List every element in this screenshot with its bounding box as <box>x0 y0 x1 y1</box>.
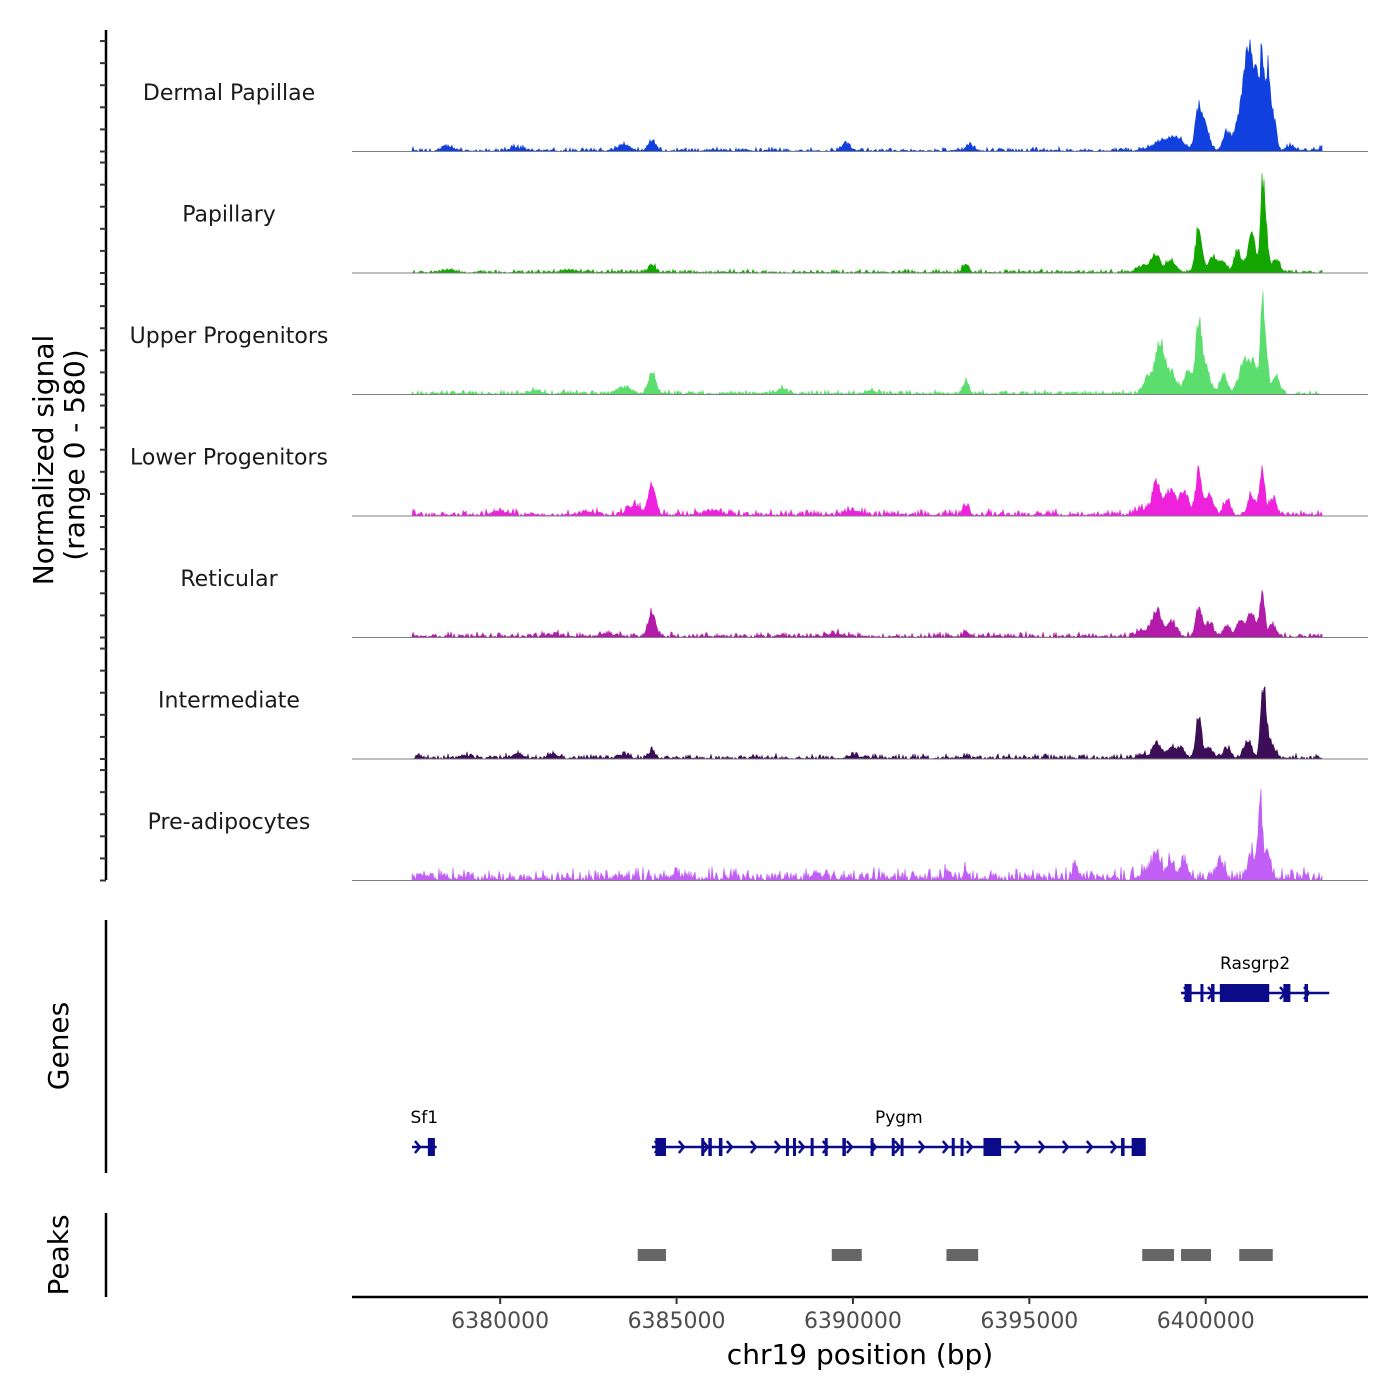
exon-block <box>900 1138 904 1156</box>
strand-arrow <box>797 1140 806 1154</box>
signal-area <box>411 788 1323 882</box>
signal-area <box>411 173 1323 274</box>
x-axis-title: chr19 position (bp) <box>727 1338 993 1371</box>
exon-block <box>1219 984 1270 1002</box>
strand-arrow <box>1061 1140 1070 1154</box>
signal-area <box>411 291 1323 396</box>
gene-label: Rasgrp2 <box>1220 954 1290 974</box>
exon-block <box>960 1138 964 1156</box>
signal-area <box>411 465 1323 518</box>
exon-block <box>1121 1138 1125 1156</box>
strand-arrow <box>1109 1140 1118 1154</box>
track-label: Pre-adipocytes <box>148 810 311 835</box>
exon-block <box>708 1138 712 1156</box>
strand-arrow <box>845 1140 854 1154</box>
y-axis-title: Normalized signal <box>27 335 60 586</box>
peak-region <box>1142 1249 1174 1261</box>
strand-arrow <box>965 1140 974 1154</box>
x-tick-label: 6385000 <box>628 1309 726 1334</box>
peaks-axis-title: Peaks <box>42 1214 75 1295</box>
strand-arrow <box>773 1140 782 1154</box>
peak-region <box>637 1249 666 1261</box>
exon-block <box>870 1138 874 1156</box>
strand-arrow <box>821 1140 830 1154</box>
strand-arrow <box>725 1140 734 1154</box>
track-label: Intermediate <box>158 689 300 714</box>
y-axis-range-label: (range 0 - 580) <box>58 349 91 560</box>
x-tick-label: 6390000 <box>804 1309 902 1334</box>
peak-region <box>831 1249 862 1261</box>
gene-label: Pygm <box>875 1108 923 1128</box>
exon-block <box>655 1138 666 1156</box>
exon-block <box>785 1138 789 1156</box>
exon-block <box>792 1138 796 1156</box>
strand-arrow <box>414 1140 422 1154</box>
genes-axis-title: Genes <box>42 1002 75 1090</box>
strand-arrow <box>1085 1140 1094 1154</box>
signal-area <box>411 39 1323 153</box>
track-label: Lower Progenitors <box>130 446 328 471</box>
track-label: Reticular <box>180 567 278 592</box>
exon-block <box>1131 1138 1146 1156</box>
strand-arrow <box>893 1140 902 1154</box>
exon-block <box>1304 984 1309 1002</box>
track-label: Dermal Papillae <box>143 81 315 106</box>
x-tick-label: 6395000 <box>980 1309 1078 1334</box>
exon-block <box>824 1138 828 1156</box>
peak-region <box>1181 1249 1212 1261</box>
exon-block <box>983 1138 1002 1156</box>
peak-region <box>1239 1249 1273 1261</box>
exon-block <box>842 1138 846 1156</box>
signal-area <box>411 685 1323 761</box>
x-tick-label: 6380000 <box>451 1309 549 1334</box>
track-label: Upper Progenitors <box>130 324 329 349</box>
exon-block <box>1200 984 1204 1002</box>
signal-area <box>411 590 1323 639</box>
track-label: Papillary <box>182 203 276 228</box>
strand-arrow <box>1013 1140 1022 1154</box>
peak-region <box>946 1249 979 1261</box>
exon-block <box>951 1138 955 1156</box>
strand-arrow <box>701 1140 710 1154</box>
strand-arrow <box>1037 1140 1046 1154</box>
exon-block <box>810 1138 814 1156</box>
strand-arrow <box>749 1140 758 1154</box>
strand-arrow <box>917 1140 926 1154</box>
strand-arrow <box>941 1140 950 1154</box>
exon-block <box>1184 984 1192 1002</box>
exon-block <box>891 1138 895 1156</box>
exon-block <box>1283 984 1291 1002</box>
exon-block <box>701 1138 705 1156</box>
exon-block <box>718 1138 723 1156</box>
x-tick-label: 6400000 <box>1157 1309 1255 1334</box>
exon-block <box>427 1138 435 1156</box>
gene-label: Sf1 <box>411 1108 439 1128</box>
exon-block <box>1211 984 1215 1002</box>
strand-arrow <box>677 1140 686 1154</box>
